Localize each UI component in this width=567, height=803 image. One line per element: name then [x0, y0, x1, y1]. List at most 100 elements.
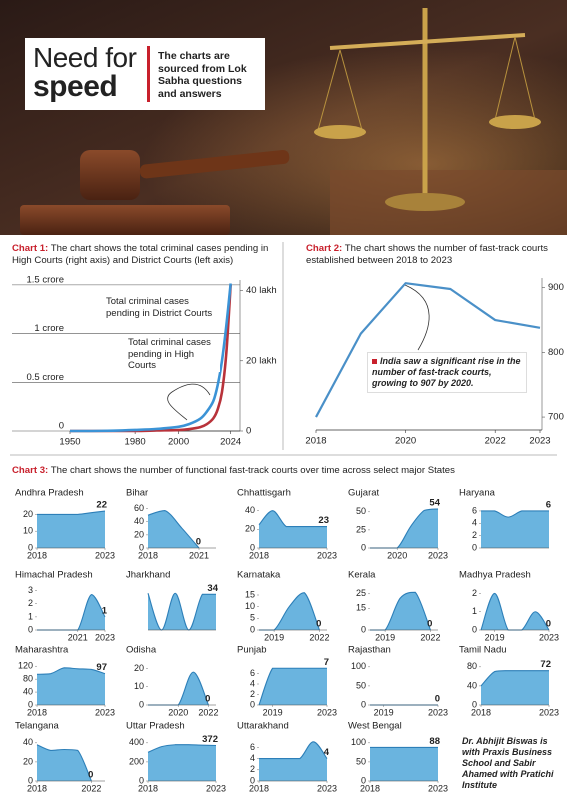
panel-title: Punjab	[237, 645, 267, 656]
area-fill	[37, 594, 105, 630]
source-note: The charts are sourced from Lok Sabha qu…	[158, 50, 247, 100]
y-tick-label: 20	[23, 756, 33, 766]
area-line	[147, 592, 216, 631]
y-tick-label: 0	[250, 542, 255, 552]
y-tick-label: 100	[351, 737, 366, 747]
panel-title: Kerala	[348, 570, 376, 581]
panel-title: Jharkhand	[126, 570, 170, 581]
area-fill	[259, 741, 327, 781]
y-tick-label: 4	[250, 678, 255, 688]
credit: Dr. Abhijit Biswas is with Praxis Busine…	[462, 736, 554, 790]
y-tick-label: 2	[28, 598, 33, 608]
x-tick-label: 1950	[59, 437, 80, 448]
area-line	[36, 744, 92, 782]
y-tick-label: 3	[28, 585, 33, 595]
x-tick-label: 2020	[387, 550, 407, 560]
y-tick-label: 25	[356, 588, 366, 598]
chart-label: Chart 3:	[12, 465, 49, 476]
x-tick-label: 2023	[206, 783, 226, 793]
x-tick-label: 2023	[95, 550, 115, 560]
y-tick-label: 25	[356, 524, 366, 534]
y-tick-label: 15	[245, 589, 255, 599]
y-tick-label: 0	[139, 542, 144, 552]
chart-title: Chart 1: The chart shows the total crimi…	[12, 243, 280, 267]
title-line: speed	[33, 70, 118, 103]
x-tick-label: 2018	[27, 550, 47, 560]
y-tick-label: 0	[28, 542, 33, 552]
annotation-arrow	[404, 284, 430, 351]
area-fill	[481, 510, 549, 548]
x-tick-label: 2019	[485, 632, 505, 642]
y-tick-label: 100	[351, 661, 366, 671]
chart-title: Chart 2: The chart shows the number of f…	[306, 243, 558, 267]
y-tick-label: 0	[361, 542, 366, 552]
x-tick-label: 2023	[317, 707, 337, 717]
y-tick-label: 700	[548, 412, 564, 423]
panel-title: Karnataka	[237, 570, 281, 581]
panel-title: West Bengal	[348, 721, 402, 732]
panel-title: Telangana	[15, 721, 60, 732]
y-tick-label: 80	[23, 674, 33, 684]
annotation: India saw a significant rise in the numb…	[367, 352, 527, 393]
y-tick-label: 60	[134, 503, 144, 513]
y-tick-label: 2	[472, 588, 477, 598]
series-annotation: Total criminal cases pending in High Cou…	[128, 337, 220, 372]
y-tick-label: 40	[23, 737, 33, 747]
y-tick-label: 400	[129, 737, 144, 747]
area-fill	[259, 668, 327, 705]
panel-title: Haryana	[459, 488, 496, 499]
y-tick-label: 900	[548, 282, 564, 293]
area-line	[147, 744, 217, 753]
area-fill	[259, 510, 327, 548]
x-tick-label: 2019	[374, 707, 394, 717]
y-tick-label: 0	[250, 624, 255, 634]
x-tick-label: 2018	[138, 550, 158, 560]
y-tick-label: 1	[28, 611, 33, 621]
x-tick-label: 2020	[395, 436, 416, 447]
panel-title: Bihar	[126, 488, 148, 499]
value-label: 72	[540, 659, 551, 670]
x-tick-label: 2018	[138, 783, 158, 793]
chart-title-text: The chart shows the number of functional…	[50, 465, 455, 476]
y-tick-label: 2	[250, 764, 255, 774]
x-tick-label: 2022	[81, 783, 101, 793]
area-fill	[370, 747, 438, 781]
y-tick-label: 10	[245, 601, 255, 611]
x-tick-label: 2023	[539, 707, 559, 717]
panel-title: Madhya Pradesh	[459, 570, 531, 581]
area-fill	[481, 593, 549, 630]
value-label: 0	[427, 619, 432, 630]
y-tick-label: 50	[356, 680, 366, 690]
x-tick-label: 1980	[125, 437, 146, 448]
value-label: 4	[324, 747, 330, 758]
series-line	[70, 283, 232, 433]
value-label: 0	[316, 619, 321, 630]
header-title: Need for speed	[33, 44, 143, 102]
area-fill	[259, 592, 320, 630]
chart-title: Chart 3: The chart shows the number of f…	[12, 465, 557, 477]
y-tick-label: 40	[23, 686, 33, 696]
y-tick-label: 120	[18, 661, 33, 671]
y-tick-label: 0	[139, 775, 144, 785]
y-tick-label: 50	[356, 756, 366, 766]
x-tick-label: 2024	[220, 437, 241, 448]
area-fill	[370, 508, 438, 548]
y-tick-label: 15	[356, 603, 366, 613]
y-tick-label: 6	[250, 668, 255, 678]
x-tick-label: 2018	[360, 783, 380, 793]
series-line	[315, 282, 541, 418]
chart-title-text: The chart shows the total criminal cases…	[12, 243, 269, 266]
y-tick-label: 0	[361, 624, 366, 634]
area-fill	[370, 592, 431, 630]
y-tick-label: 40	[467, 680, 477, 690]
x-tick-label: 2023	[95, 707, 115, 717]
y-tick-label: 0.5 crore	[27, 372, 65, 383]
x-tick-label: 2022	[309, 632, 329, 642]
y-tick-label: 200	[129, 756, 144, 766]
y-tick-label: 4	[250, 753, 255, 763]
panel-title: Gujarat	[348, 488, 380, 499]
y-tick-label: 0	[59, 421, 64, 432]
x-tick-label: 2018	[27, 783, 47, 793]
y-tick-label: 0	[361, 775, 366, 785]
